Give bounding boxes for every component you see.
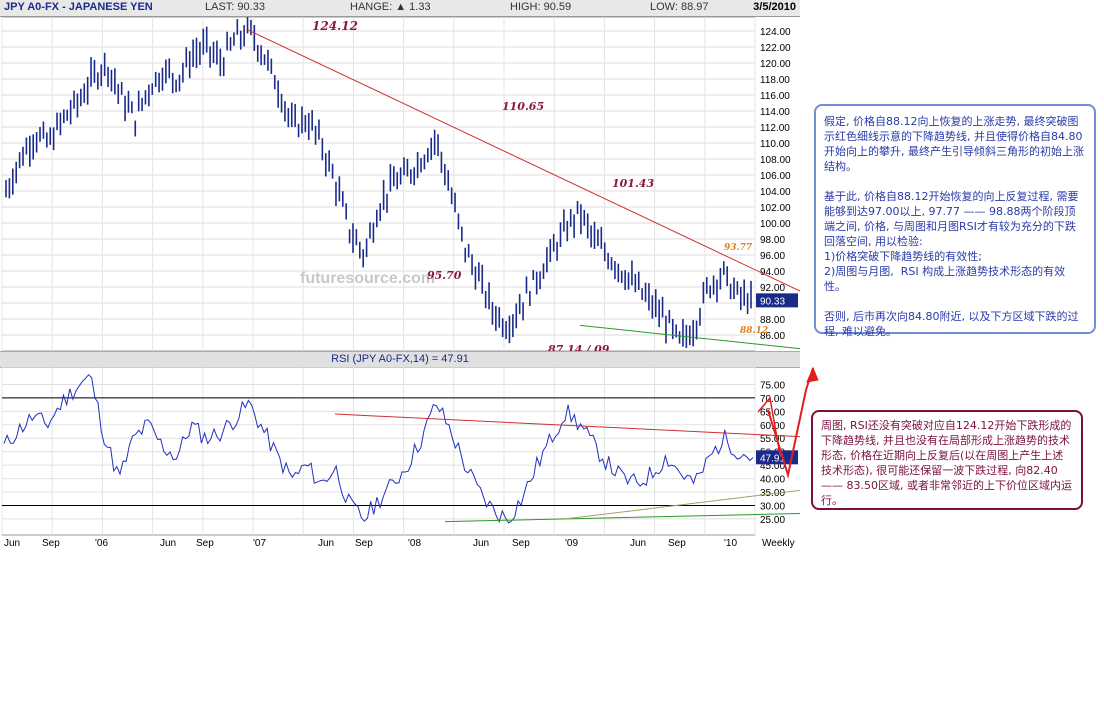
rsi-tick-label: 25.00 — [760, 515, 785, 526]
downtrend-line-red — [247, 29, 800, 292]
x-tick-label: Sep — [42, 538, 60, 549]
rsi-tick-label: 65.00 — [760, 407, 785, 418]
price-tick-label: 102.00 — [760, 203, 791, 214]
rsi-tick-label: 70.00 — [760, 394, 785, 405]
price-annotation: 93.77 — [724, 243, 753, 253]
price-annotation: 95.70 — [427, 269, 462, 282]
rsi-support-line — [444, 513, 800, 523]
x-tick-label: Sep — [355, 538, 373, 549]
x-tick-label: Weekly — [762, 538, 795, 549]
x-tick-label: '08 — [408, 538, 422, 549]
forecast-arrow-head — [806, 366, 819, 383]
x-tick-label: Sep — [196, 538, 214, 549]
high-value: HIGH: 90.59 — [510, 1, 572, 13]
price-annotation: 101.43 — [612, 177, 654, 190]
x-tick-label: Jun — [318, 538, 335, 549]
change-value: HANGE: ▲ 1.33 — [350, 1, 431, 13]
rsi-last-tag-label: 47.91 — [760, 453, 785, 464]
price-tick-label: 92.00 — [760, 283, 785, 294]
rsi-plot-area — [1, 367, 756, 536]
price-tick-label: 100.00 — [760, 219, 791, 230]
rsi-tick-label: 30.00 — [760, 501, 785, 512]
x-tick-label: Jun — [630, 538, 647, 549]
price-tick-label: 86.00 — [760, 331, 785, 342]
price-tick-label: 122.00 — [760, 43, 791, 54]
rsi-tick-label: 60.00 — [760, 421, 785, 432]
rsi-line — [3, 374, 754, 524]
price-tick-label: 88.00 — [760, 315, 785, 326]
chart-date: 3/5/2010 — [753, 1, 796, 13]
price-chart: 124.00 122.00 120.00 118.00 116.00 114.00 112.… — [1, 17, 800, 368]
chart-header: JPY A0-FX - JAPANESE YEN LAST: 90.33 HAN… — [0, 0, 800, 17]
price-tick-label: 120.00 — [760, 59, 791, 70]
support-line-green — [579, 324, 800, 350]
x-tick-label: '07 — [253, 538, 267, 549]
x-tick-label: Jun — [473, 538, 490, 549]
last-price: LAST: 90.33 — [205, 1, 265, 13]
x-tick-label: Sep — [512, 538, 530, 549]
low-value: LOW: 88.97 — [650, 1, 709, 13]
watermark: futuresource.com — [300, 270, 435, 287]
price-tick-label: 118.00 — [760, 75, 790, 86]
last-price-tag — [756, 293, 798, 308]
price-tick-label: 104.00 — [760, 187, 791, 198]
symbol-label: JPY A0-FX - JAPANESE YEN — [4, 1, 153, 13]
x-tick-label: '06 — [95, 538, 109, 549]
price-tick-label: 98.00 — [760, 235, 785, 246]
x-tick-label: Jun — [4, 538, 21, 549]
rsi-tick-label: 40.00 — [760, 475, 785, 486]
price-tick-label: 96.00 — [760, 251, 785, 262]
x-tick-label: '09 — [565, 538, 579, 549]
rsi-chart: 75.0070.0065.0060.0055.0050.0045.0040.00… — [1, 367, 800, 536]
analysis-note-upper: 假定, 价格自88.12向上恢复的上涨走势, 最终突破图示红色细线示意的下降趋势… — [814, 104, 1096, 338]
rsi-olive-line — [564, 489, 800, 520]
price-tick-label: 116.00 — [760, 91, 790, 102]
x-tick-label: Sep — [668, 538, 686, 549]
price-tick-label: 108.00 — [760, 155, 791, 166]
price-tick-label: 112.00 — [760, 123, 790, 134]
price-plot-area — [1, 17, 756, 352]
price-tick-label: 114.00 — [760, 107, 790, 118]
last-price-tag-label: 90.33 — [760, 296, 785, 307]
price-tick-label: 94.00 — [760, 267, 785, 278]
price-annotation: 110.65 — [502, 100, 544, 113]
rsi-tick-label: 75.00 — [760, 380, 785, 391]
rsi-title: RSI (JPY A0-FX,14) = 47.91 — [0, 351, 800, 368]
price-tick-label: 110.00 — [760, 139, 790, 150]
analysis-note-lower: 周图, RSI还没有突破对应自124.12开始下跌形成的下降趋势线, 并且也没有… — [811, 410, 1083, 510]
price-tick-label: 124.00 — [760, 27, 791, 38]
x-tick-label: Jun — [160, 538, 177, 549]
rsi-downtrend-line — [334, 413, 800, 438]
x-tick-label: '10 — [724, 538, 738, 549]
price-annotation: 88.12 — [740, 326, 768, 336]
price-tick-label: 106.00 — [760, 171, 791, 182]
price-annotation: 124.12 — [312, 19, 358, 33]
